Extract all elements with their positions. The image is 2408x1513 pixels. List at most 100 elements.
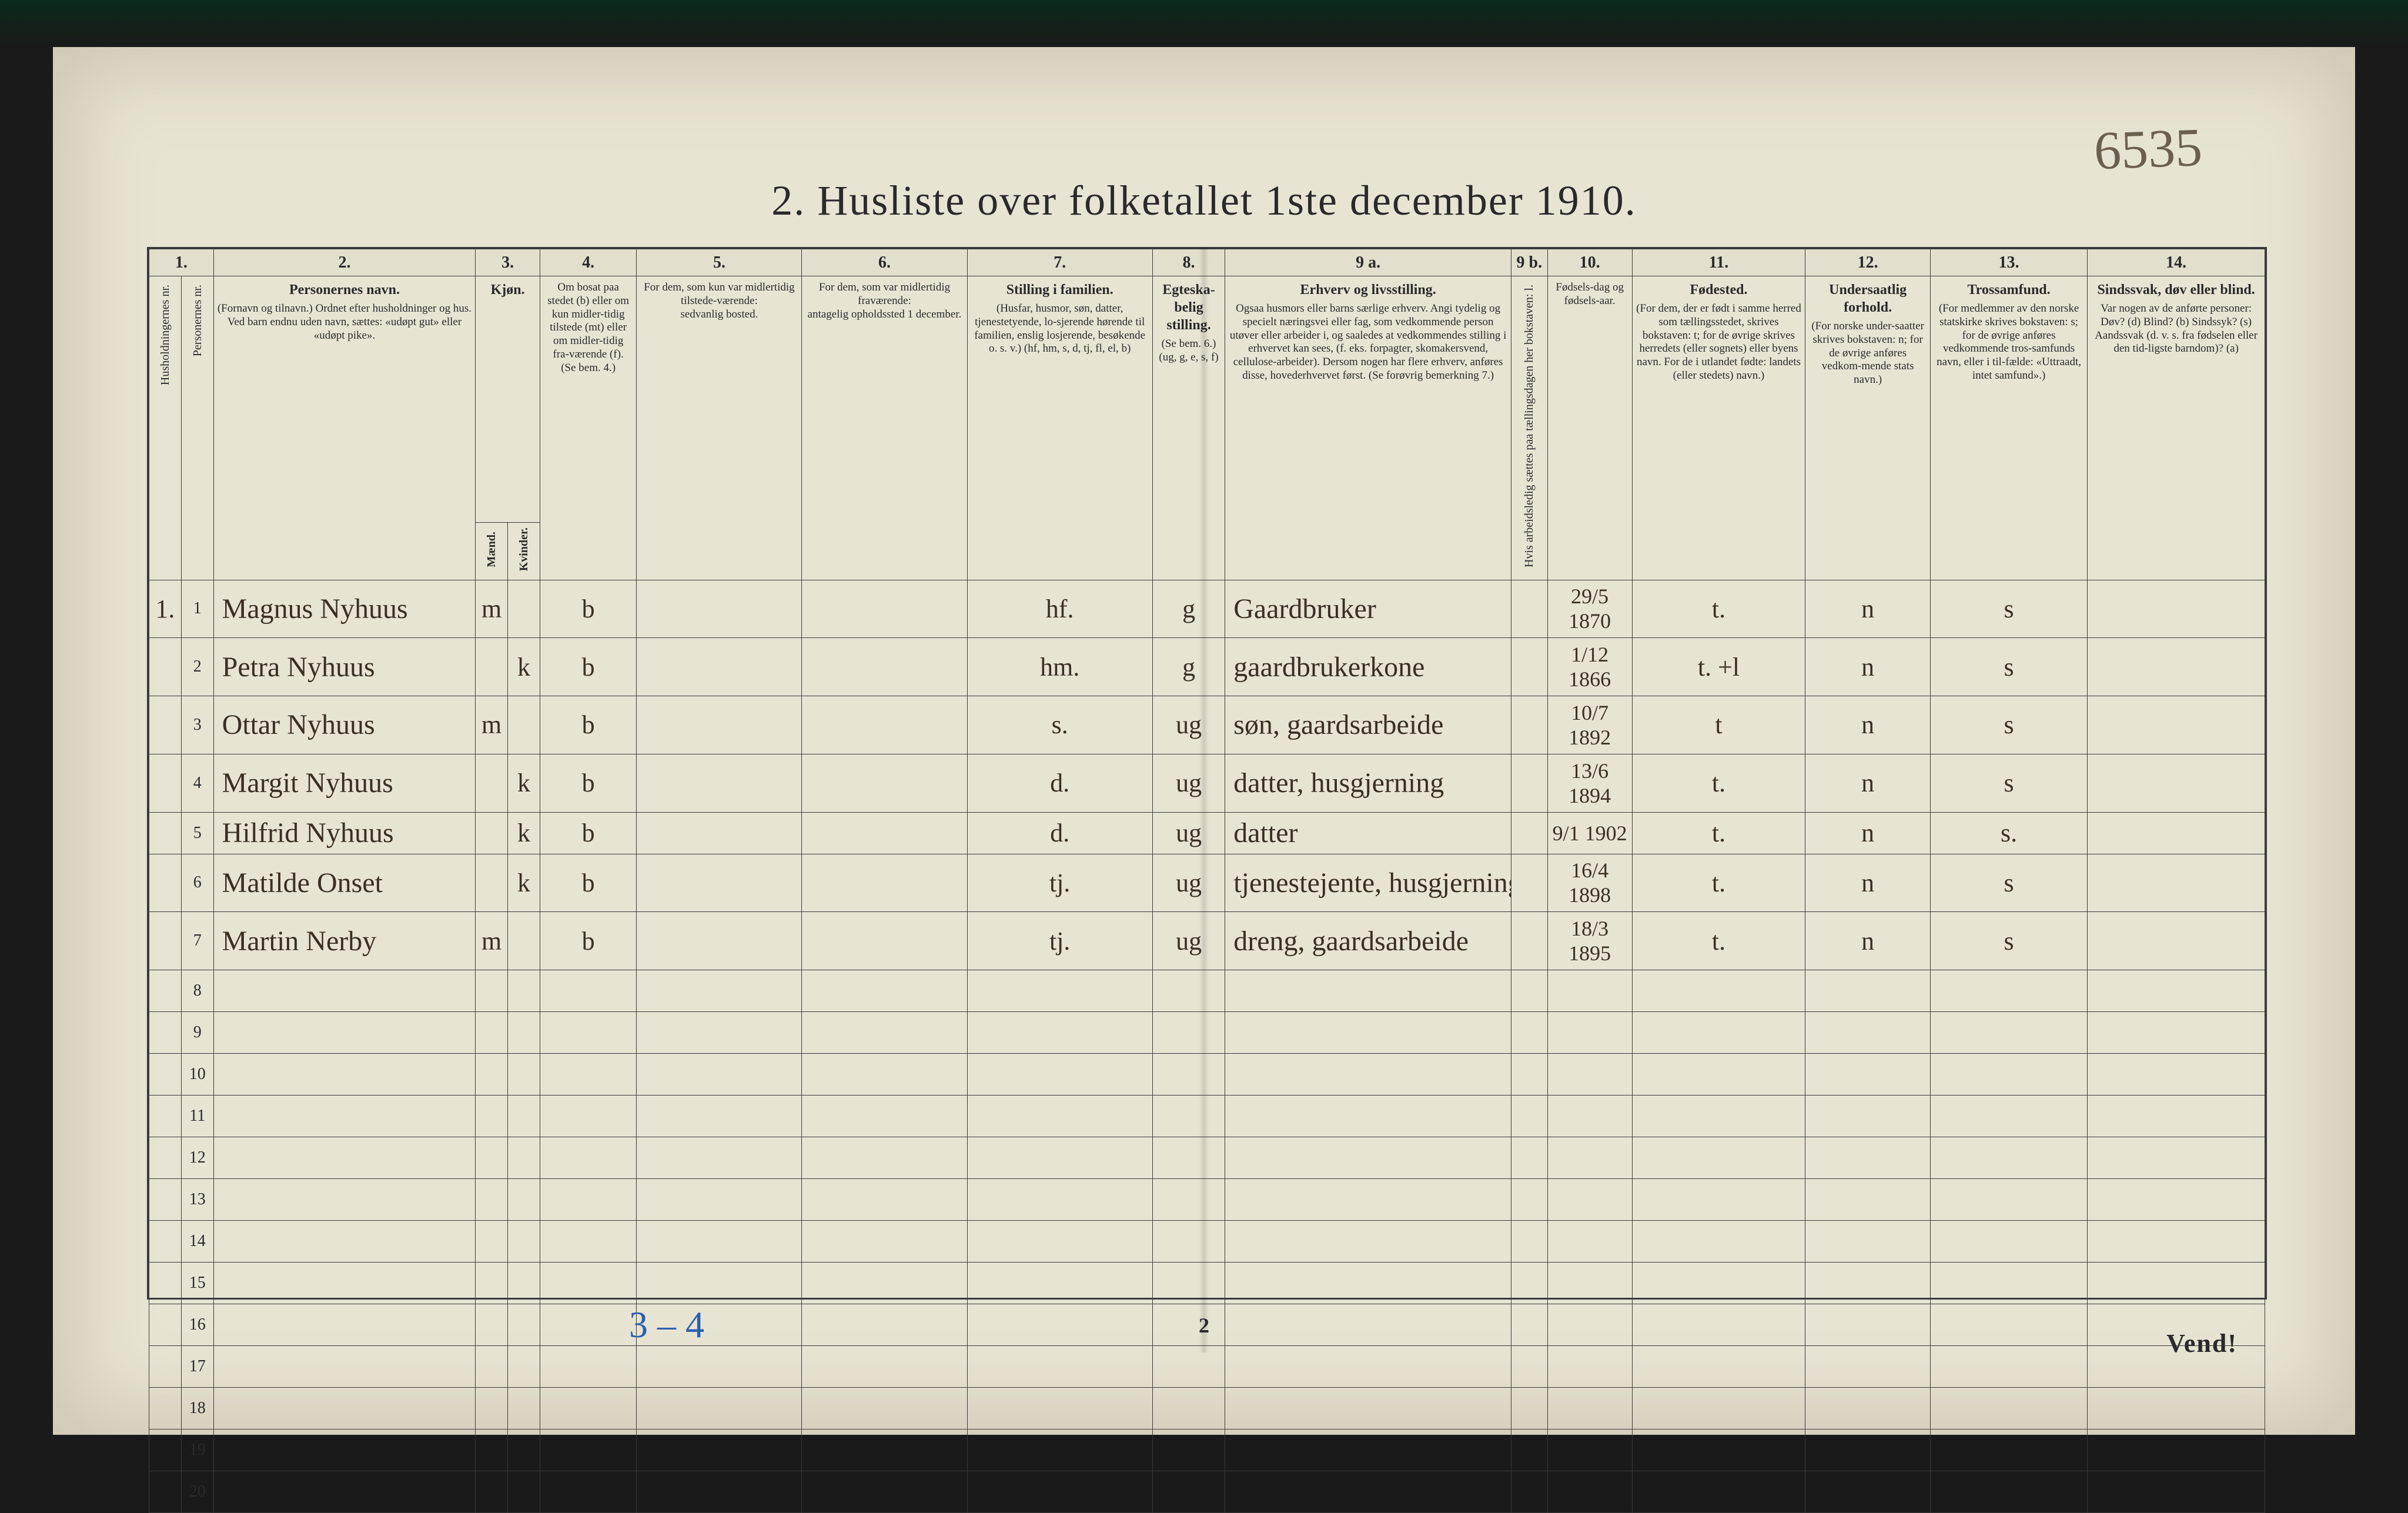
cell-birthdate: 18/3 1895 [1547, 912, 1632, 970]
cell-disability [2088, 812, 2265, 854]
cell-residence: b [540, 696, 637, 754]
hdr-occupation: Erhverv og livsstilling. Ogsaa husmors e… [1225, 276, 1511, 580]
cell-unemployed [1511, 638, 1548, 696]
cell-temp-present [637, 1137, 802, 1179]
hdr-person-nr: Personernes nr. [181, 276, 213, 580]
table-row: 6Matilde Onsetkbtj.ugtjenestejente, husg… [149, 854, 2265, 912]
cell-family-position [967, 1346, 1152, 1388]
cell-sex-k [508, 1221, 540, 1262]
cell-temp-absent [802, 754, 967, 812]
cell-temp-absent [802, 580, 967, 638]
cell-birthplace [1632, 1471, 1805, 1513]
cell-occupation: datter, husgjerning [1225, 754, 1511, 812]
cell-unemployed [1511, 696, 1548, 754]
cell-family-position [967, 1221, 1152, 1262]
cell-name: Magnus Nyhuus [213, 580, 476, 638]
cell-marital [1152, 1346, 1225, 1388]
cell-birthdate: 9/1 1902 [1547, 812, 1632, 854]
cell-temp-absent [802, 970, 967, 1012]
cell-unemployed [1511, 1137, 1548, 1179]
cell-person-nr: 1 [181, 580, 213, 638]
cell-temp-absent [802, 912, 967, 970]
cell-sex-m [476, 638, 508, 696]
table-row: 1.1Magnus Nyhuusmbhf.gGaardbruker29/5 18… [149, 580, 2265, 638]
cell-birthdate [1547, 1221, 1632, 1262]
cell-marital [1152, 1429, 1225, 1471]
cell-sex-m: m [476, 912, 508, 970]
cell-residence [540, 970, 637, 1012]
cell-birthdate [1547, 1388, 1632, 1429]
hdr-birthplace: Fødested. (For dem, der er født i samme … [1632, 276, 1805, 580]
cell-marital: ug [1152, 912, 1225, 970]
cell-religion [1930, 1095, 2087, 1137]
cell-family-position [967, 1429, 1152, 1471]
table-row: 2Petra Nyhuuskbhm.ggaardbrukerkone1/12 1… [149, 638, 2265, 696]
cell-residence [540, 1221, 637, 1262]
cell-temp-present [637, 754, 802, 812]
cell-name [213, 1471, 476, 1513]
cell-nationality [1805, 1471, 1931, 1513]
cell-marital [1152, 1221, 1225, 1262]
cell-person-nr: 8 [181, 970, 213, 1012]
column-number-row: 1. 2. 3. 4. 5. 6. 7. 8. 9 a. 9 b. 10. 11… [149, 249, 2265, 276]
cell-sex-k [508, 696, 540, 754]
cell-sex-m [476, 1054, 508, 1095]
cell-unemployed [1511, 1095, 1548, 1137]
colnum-7: 7. [967, 249, 1152, 276]
cell-residence [540, 1054, 637, 1095]
footer-vend: Vend! [2166, 1328, 2238, 1358]
hdr-sex-m: Mænd. [476, 523, 508, 580]
cell-sex-k [508, 1388, 540, 1429]
cell-unemployed [1511, 1012, 1548, 1054]
colnum-8: 8. [1152, 249, 1225, 276]
cell-hh-nr [149, 1012, 182, 1054]
cell-disability [2088, 1388, 2265, 1429]
table-row: 3Ottar Nyhuusmbs.ugsøn, gaardsarbeide10/… [149, 696, 2265, 754]
column-header-row: Husholdningernes nr. Personernes nr. Per… [149, 276, 2265, 523]
table-row: 12 [149, 1137, 2265, 1179]
cell-sex-m [476, 754, 508, 812]
cell-occupation [1225, 1095, 1511, 1137]
cell-sex-m [476, 1262, 508, 1304]
cell-hh-nr [149, 912, 182, 970]
cell-unemployed [1511, 754, 1548, 812]
cell-birthdate [1547, 970, 1632, 1012]
cell-name [213, 1221, 476, 1262]
cell-marital [1152, 1388, 1225, 1429]
cell-marital [1152, 1179, 1225, 1221]
colnum-9a: 9 a. [1225, 249, 1511, 276]
cell-name: Hilfrid Nyhuus [213, 812, 476, 854]
hdr-religion: Trossamfund. (For medlemmer av den norsk… [1930, 276, 2087, 580]
table-row: 19 [149, 1429, 2265, 1471]
cell-birthplace: t. [1632, 754, 1805, 812]
cell-marital [1152, 1471, 1225, 1513]
cell-marital: ug [1152, 854, 1225, 912]
cell-birthplace [1632, 1429, 1805, 1471]
cell-nationality [1805, 1262, 1931, 1304]
cell-sex-m [476, 1012, 508, 1054]
cell-marital [1152, 1262, 1225, 1304]
cell-marital [1152, 1137, 1225, 1179]
cell-religion [1930, 1346, 2087, 1388]
cell-occupation [1225, 1346, 1511, 1388]
cell-birthplace [1632, 1346, 1805, 1388]
cell-temp-present [637, 1012, 802, 1054]
cell-name [213, 1429, 476, 1471]
colnum-10: 10. [1547, 249, 1632, 276]
cell-hh-nr [149, 1137, 182, 1179]
cell-birthdate: 13/6 1894 [1547, 754, 1632, 812]
census-table-wrap: 1. 2. 3. 4. 5. 6. 7. 8. 9 a. 9 b. 10. 11… [147, 247, 2267, 1300]
cell-occupation [1225, 1262, 1511, 1304]
cell-religion: s [1930, 912, 2087, 970]
cell-family-position [967, 1262, 1152, 1304]
cell-marital: ug [1152, 812, 1225, 854]
colnum-12: 12. [1805, 249, 1931, 276]
table-row: 9 [149, 1012, 2265, 1054]
cell-nationality [1805, 970, 1931, 1012]
cell-sex-k: k [508, 854, 540, 912]
cell-temp-present [637, 1346, 802, 1388]
cell-name [213, 1346, 476, 1388]
cell-unemployed [1511, 1429, 1548, 1471]
cell-temp-present [637, 1221, 802, 1262]
cell-family-position: hf. [967, 580, 1152, 638]
